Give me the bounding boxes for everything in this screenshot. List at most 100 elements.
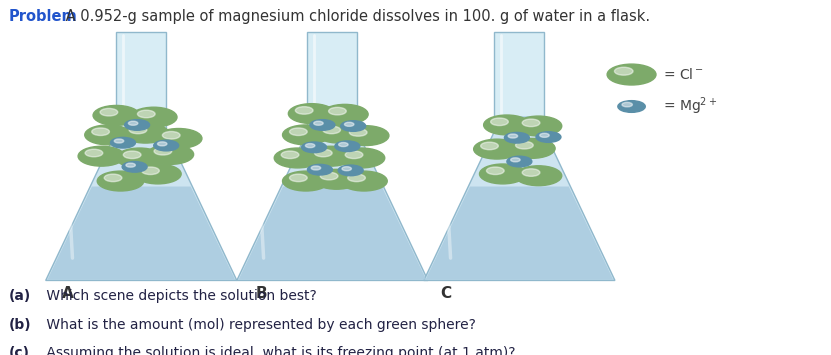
Circle shape bbox=[114, 139, 124, 143]
Polygon shape bbox=[119, 116, 164, 131]
Circle shape bbox=[474, 139, 520, 159]
Circle shape bbox=[137, 110, 155, 118]
Polygon shape bbox=[425, 186, 613, 280]
Circle shape bbox=[507, 156, 532, 167]
Circle shape bbox=[302, 142, 327, 153]
Circle shape bbox=[335, 141, 360, 152]
Circle shape bbox=[322, 104, 368, 124]
Circle shape bbox=[509, 138, 555, 158]
Circle shape bbox=[97, 171, 144, 191]
Circle shape bbox=[328, 107, 347, 115]
Circle shape bbox=[622, 102, 632, 107]
Circle shape bbox=[283, 125, 329, 145]
Circle shape bbox=[135, 164, 181, 184]
Circle shape bbox=[128, 121, 138, 125]
Circle shape bbox=[510, 158, 520, 162]
Circle shape bbox=[125, 120, 150, 130]
Circle shape bbox=[274, 148, 321, 168]
Circle shape bbox=[311, 166, 321, 170]
Circle shape bbox=[607, 64, 656, 85]
Text: B: B bbox=[256, 286, 268, 301]
Polygon shape bbox=[46, 131, 237, 280]
Circle shape bbox=[342, 126, 389, 146]
Text: (b): (b) bbox=[8, 318, 31, 332]
Polygon shape bbox=[116, 32, 166, 131]
Circle shape bbox=[536, 132, 561, 142]
Circle shape bbox=[338, 148, 385, 168]
Polygon shape bbox=[47, 186, 235, 280]
Circle shape bbox=[281, 151, 299, 159]
Circle shape bbox=[338, 165, 363, 176]
Circle shape bbox=[307, 164, 332, 175]
Circle shape bbox=[123, 151, 141, 159]
Text: What is the amount (mol) represented by each green sphere?: What is the amount (mol) represented by … bbox=[42, 318, 475, 332]
Circle shape bbox=[320, 172, 338, 180]
Text: = Mg$^{2+}$: = Mg$^{2+}$ bbox=[663, 96, 717, 117]
Circle shape bbox=[100, 108, 118, 116]
Circle shape bbox=[289, 174, 307, 182]
Circle shape bbox=[522, 169, 540, 176]
Text: Assuming the solution is ideal, what is its freezing point (at 1 atm)?: Assuming the solution is ideal, what is … bbox=[42, 346, 515, 355]
Polygon shape bbox=[237, 131, 428, 280]
Circle shape bbox=[316, 123, 362, 143]
Circle shape bbox=[314, 149, 332, 157]
Circle shape bbox=[480, 142, 499, 150]
Circle shape bbox=[85, 125, 131, 145]
Circle shape bbox=[162, 131, 180, 139]
Circle shape bbox=[522, 119, 540, 127]
Circle shape bbox=[341, 171, 387, 191]
Circle shape bbox=[342, 166, 352, 171]
Circle shape bbox=[504, 132, 529, 143]
Circle shape bbox=[307, 146, 354, 166]
Circle shape bbox=[130, 107, 177, 127]
Polygon shape bbox=[424, 131, 615, 280]
Text: (c): (c) bbox=[8, 346, 29, 355]
Circle shape bbox=[490, 118, 509, 126]
Circle shape bbox=[341, 121, 366, 131]
Polygon shape bbox=[494, 32, 544, 131]
Circle shape bbox=[78, 146, 125, 166]
Circle shape bbox=[122, 162, 147, 172]
Circle shape bbox=[288, 104, 335, 124]
Circle shape bbox=[111, 137, 135, 148]
Circle shape bbox=[515, 166, 562, 186]
Circle shape bbox=[158, 142, 167, 146]
Polygon shape bbox=[497, 116, 542, 131]
Circle shape bbox=[141, 167, 160, 175]
Circle shape bbox=[322, 126, 341, 134]
Circle shape bbox=[347, 174, 366, 182]
Circle shape bbox=[155, 129, 202, 148]
Circle shape bbox=[93, 105, 140, 125]
Text: A: A bbox=[62, 286, 74, 301]
Text: = Cl$^-$: = Cl$^-$ bbox=[663, 67, 704, 82]
Circle shape bbox=[339, 142, 348, 147]
Circle shape bbox=[345, 151, 363, 159]
Circle shape bbox=[116, 148, 163, 168]
Circle shape bbox=[509, 134, 518, 138]
Circle shape bbox=[314, 121, 323, 125]
Circle shape bbox=[91, 128, 110, 136]
Text: A 0.952-g sample of magnesium chloride dissolves in 100. g of water in a flask.: A 0.952-g sample of magnesium chloride d… bbox=[61, 9, 651, 24]
Circle shape bbox=[515, 116, 562, 136]
Polygon shape bbox=[310, 116, 355, 131]
Circle shape bbox=[122, 123, 169, 143]
Circle shape bbox=[614, 67, 633, 75]
Polygon shape bbox=[307, 32, 357, 131]
Text: C: C bbox=[440, 286, 451, 301]
Circle shape bbox=[349, 129, 367, 136]
Text: Which scene depicts the solution best?: Which scene depicts the solution best? bbox=[42, 289, 317, 303]
Circle shape bbox=[154, 147, 172, 155]
Circle shape bbox=[486, 167, 504, 175]
Circle shape bbox=[618, 101, 646, 112]
Polygon shape bbox=[238, 186, 426, 280]
Circle shape bbox=[85, 149, 103, 157]
Circle shape bbox=[126, 163, 135, 167]
Circle shape bbox=[540, 133, 549, 137]
Circle shape bbox=[484, 115, 530, 135]
Circle shape bbox=[306, 143, 315, 148]
Text: Problem: Problem bbox=[8, 9, 77, 24]
Circle shape bbox=[313, 169, 360, 189]
Circle shape bbox=[289, 128, 307, 136]
Circle shape bbox=[154, 140, 179, 151]
Circle shape bbox=[345, 122, 354, 126]
